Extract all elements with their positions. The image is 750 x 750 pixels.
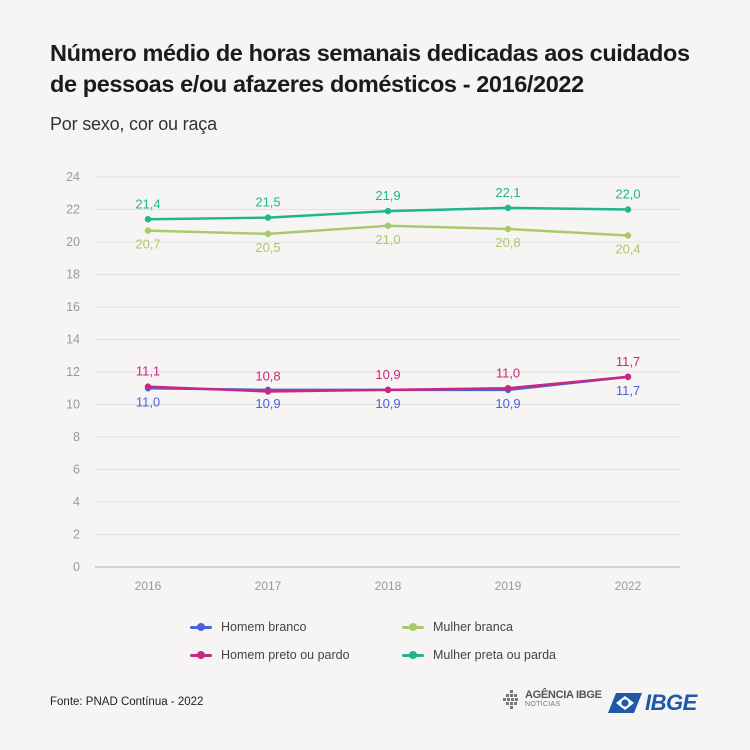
data-point bbox=[384, 222, 392, 229]
legend: Homem branco Mulher branca Homem preto o… bbox=[190, 620, 590, 676]
x-tick-label: 2022 bbox=[615, 579, 642, 593]
ibge-wordmark: IBGE bbox=[645, 690, 697, 715]
legend-item-homem-preto-ou-pardo: Homem preto ou pardo bbox=[190, 648, 350, 662]
legend-item-mulher-preta-ou-parda: Mulher preta ou parda bbox=[402, 648, 556, 662]
data-point bbox=[264, 214, 272, 221]
legend-label: Mulher preta ou parda bbox=[433, 648, 556, 662]
y-tick-label: 10 bbox=[66, 398, 80, 412]
y-tick-label: 22 bbox=[66, 203, 80, 217]
agencia-sub: NOTÍCIAS bbox=[525, 701, 561, 708]
series-homem-preto-ou-pardo: 11,1 10,8 10,9 11,0 11,7 bbox=[136, 354, 640, 395]
legend-item-mulher-branca: Mulher branca bbox=[402, 620, 513, 634]
data-label: 20,4 bbox=[615, 242, 640, 257]
data-label: 20,8 bbox=[495, 235, 520, 250]
data-point bbox=[144, 227, 152, 234]
data-point bbox=[384, 386, 392, 394]
data-label: 21,5 bbox=[255, 195, 280, 210]
data-point bbox=[504, 385, 512, 392]
data-label: 22,1 bbox=[495, 185, 520, 200]
y-tick-label: 14 bbox=[66, 333, 80, 347]
legend-swatch-mulher-branca bbox=[402, 623, 424, 631]
y-tick-label: 4 bbox=[73, 495, 80, 509]
data-label: 20,7 bbox=[135, 237, 160, 252]
series-group: 20,7 20,5 21,0 20,8 20,4 21,4 21,5 21,9 22,1 22,0… bbox=[135, 185, 640, 411]
y-tick-label: 0 bbox=[73, 560, 80, 574]
grid-lines bbox=[95, 176, 680, 568]
data-point bbox=[144, 383, 152, 390]
data-label: 21,0 bbox=[375, 232, 400, 247]
data-label: 20,5 bbox=[255, 240, 280, 255]
legend-swatch-mulher-preta-ou-parda bbox=[402, 651, 424, 659]
y-tick-label: 8 bbox=[73, 430, 80, 444]
x-tick-label: 2017 bbox=[255, 579, 282, 593]
data-label: 11,1 bbox=[136, 364, 160, 379]
y-tick-label: 2 bbox=[73, 528, 80, 542]
legend-item-homem-branco: Homem branco bbox=[190, 620, 306, 634]
y-tick-label: 20 bbox=[66, 235, 80, 249]
data-point bbox=[504, 225, 512, 233]
data-label: 10,9 bbox=[375, 367, 400, 382]
agencia-name: AGÊNCIA IBGE bbox=[525, 689, 602, 701]
data-label: 11,7 bbox=[616, 354, 640, 369]
x-axis-ticks: 2016 2017 2018 2019 2022 bbox=[135, 579, 642, 593]
ibge-flag-icon bbox=[608, 693, 642, 713]
data-point bbox=[504, 204, 512, 212]
series-mulher-preta-ou-parda: 21,4 21,5 21,9 22,1 22,0 bbox=[135, 185, 641, 223]
data-label: 10,9 bbox=[495, 396, 520, 411]
legend-swatch-homem-preto-ou-pardo bbox=[190, 651, 212, 659]
legend-swatch-homem-branco bbox=[190, 623, 212, 631]
y-tick-label: 24 bbox=[66, 170, 80, 184]
x-tick-label: 2019 bbox=[495, 579, 522, 593]
x-tick-label: 2016 bbox=[135, 579, 162, 593]
data-point bbox=[264, 230, 272, 238]
series-mulher-branca: 20,7 20,5 21,0 20,8 20,4 bbox=[135, 222, 641, 257]
agencia-grid-icon bbox=[503, 690, 518, 709]
y-tick-label: 12 bbox=[66, 365, 80, 379]
data-point bbox=[624, 232, 632, 239]
source-note: Fonte: PNAD Contínua - 2022 bbox=[50, 696, 204, 708]
data-label: 10,8 bbox=[255, 369, 280, 384]
chart-title: Número médio de horas semanais dedicadas… bbox=[50, 40, 690, 97]
data-point bbox=[624, 206, 632, 213]
data-point bbox=[624, 373, 632, 381]
legend-label: Mulher branca bbox=[433, 620, 513, 634]
data-label: 21,4 bbox=[135, 196, 160, 211]
data-label: 10,9 bbox=[255, 396, 280, 411]
data-point bbox=[144, 216, 152, 223]
legend-label: Homem branco bbox=[221, 620, 307, 634]
ibge-logo: IBGE bbox=[608, 690, 697, 716]
y-tick-label: 18 bbox=[66, 268, 80, 282]
chart-subtitle: Por sexo, cor ou raça bbox=[50, 114, 217, 134]
y-tick-label: 6 bbox=[73, 463, 80, 477]
legend-label: Homem preto ou pardo bbox=[221, 648, 350, 662]
y-tick-label: 16 bbox=[66, 300, 80, 314]
data-label: 21,9 bbox=[375, 188, 400, 203]
data-label: 11,0 bbox=[496, 365, 520, 380]
x-tick-label: 2018 bbox=[375, 579, 402, 593]
data-label: 11,7 bbox=[616, 383, 640, 398]
data-label: 22,0 bbox=[615, 187, 640, 202]
data-point bbox=[384, 207, 392, 215]
data-label: 11,0 bbox=[136, 394, 160, 409]
data-point bbox=[264, 388, 272, 395]
data-label: 10,9 bbox=[375, 396, 400, 411]
agencia-ibge-logo: AGÊNCIA IBGE NOTÍCIAS bbox=[503, 690, 602, 710]
